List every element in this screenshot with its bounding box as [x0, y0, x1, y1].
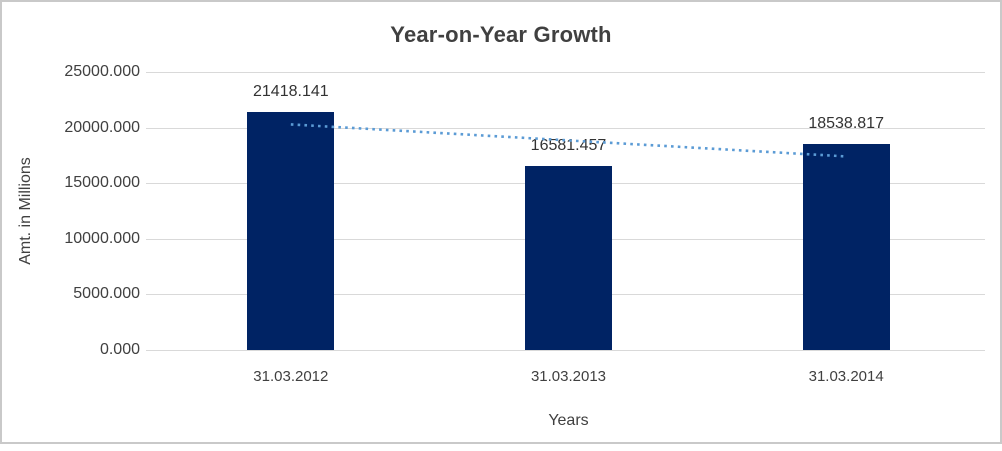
- y-axis-tick: [146, 350, 152, 351]
- y-tick-label: 15000.000: [64, 174, 140, 192]
- y-axis-tick: [146, 238, 152, 240]
- y-axis-tick: [146, 183, 152, 185]
- bar: [247, 111, 335, 350]
- y-tick-label: 10000.000: [64, 229, 140, 247]
- y-tick-label: 20000.000: [64, 118, 140, 136]
- gridline: [152, 350, 985, 351]
- bar: [802, 143, 890, 350]
- bar-value-label: 21418.141: [253, 82, 329, 100]
- gridline: [152, 72, 985, 73]
- plot-area: 21418.141 16581.457 18538.817: [146, 72, 985, 351]
- x-axis-title: Years: [548, 412, 589, 429]
- x-tick-label: 31.03.2013: [530, 368, 607, 385]
- chart-title: Year-on-Year Growth: [390, 22, 612, 47]
- bar-value-label: 16581.457: [530, 136, 607, 154]
- x-tick-label: 31.03.2012: [253, 368, 329, 385]
- y-axis-tick: [146, 127, 152, 129]
- trendline: [290, 123, 847, 158]
- x-tick-label: 31.03.2014: [808, 368, 884, 385]
- y-axis-tick: [146, 294, 152, 296]
- y-tick-label: 0.000: [99, 341, 140, 358]
- y-axis-tick: [146, 72, 152, 73]
- y-tick-label: 5000.000: [73, 285, 140, 303]
- gridline: [152, 127, 985, 129]
- bar-value-label: 18538.817: [808, 114, 884, 132]
- y-tick-label: 25000.000: [64, 63, 140, 80]
- bar: [525, 165, 612, 350]
